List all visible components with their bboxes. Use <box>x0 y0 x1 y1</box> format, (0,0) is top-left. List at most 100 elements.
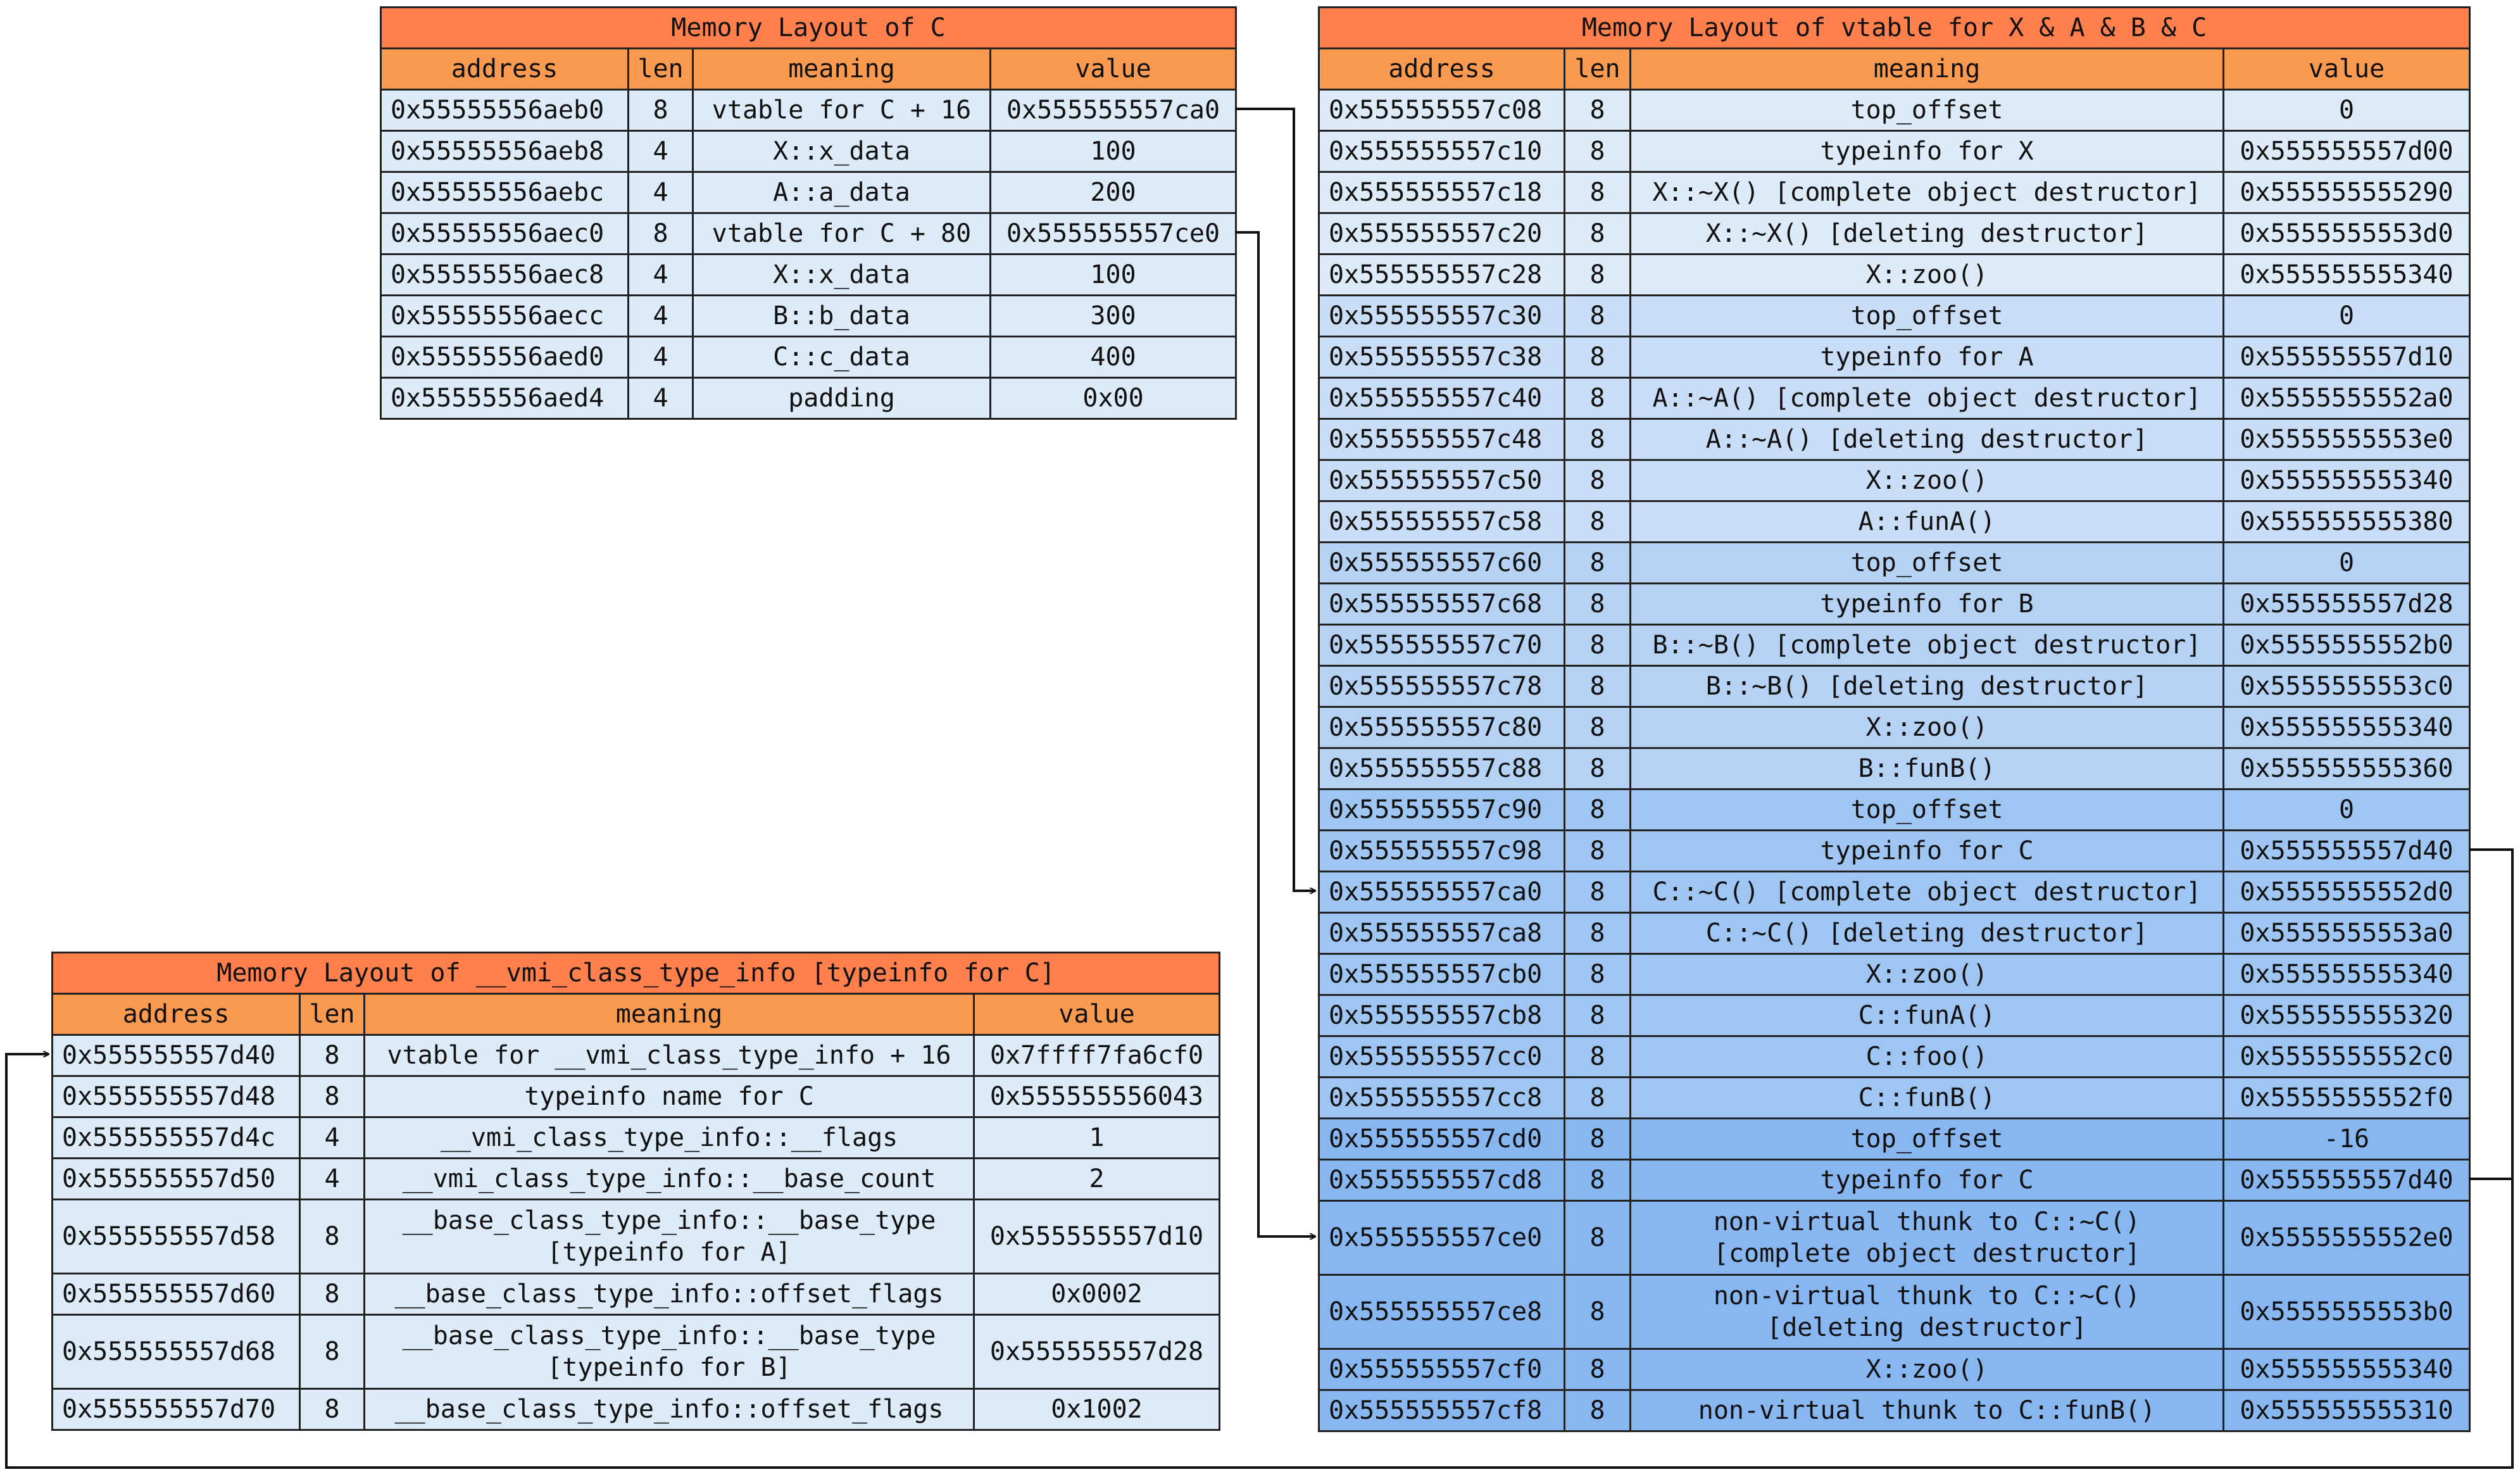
len-cell: 8 <box>627 89 694 132</box>
value-cell: 200 <box>989 171 1238 214</box>
len-cell: 4 <box>627 253 694 296</box>
value-cell: 100 <box>989 253 1238 296</box>
table-row: 0x555555557c90 8 top_offset 0 <box>1318 788 2471 831</box>
meaning-line: C::funB() <box>1858 1083 1996 1112</box>
address-cell: 0x555555557ce8 <box>1318 1274 1565 1350</box>
address-cell: 0x555555557c20 <box>1318 212 1565 255</box>
header-row: address len meaning value <box>1318 47 2471 91</box>
meaning-cell: top_offset <box>1629 89 2224 132</box>
meaning-line: X::zoo() <box>1865 260 1988 289</box>
meaning-line: __vmi_class_type_info::__base_count <box>402 1164 936 1193</box>
address-cell: 0x555555557c80 <box>1318 706 1565 749</box>
table-row: 0x555555557c78 8 B::~B() [deleting destruc… <box>1318 665 2471 708</box>
value-cell: 0x555555557d10 <box>972 1198 1221 1274</box>
meaning-cell: __vmi_class_type_info::__base_count <box>363 1157 975 1200</box>
meaning-line: A::funA() <box>1858 507 1996 536</box>
len-cell: 8 <box>299 1273 365 1316</box>
meaning-line: C::funA() <box>1858 1001 1996 1030</box>
table-row: 0x555555557ce8 8 non-virtual thunk to C::~… <box>1318 1274 2471 1350</box>
meaning-cell: padding <box>692 377 991 420</box>
address-cell: 0x555555557ce0 <box>1318 1200 1565 1276</box>
meaning-line: X::~X() [complete object destructor] <box>1652 178 2202 207</box>
column-header-meaning: meaning <box>1629 47 2224 91</box>
len-cell: 8 <box>1564 377 1631 420</box>
column-header-len: len <box>299 993 365 1036</box>
address-cell: 0x555555557c98 <box>1318 829 1565 872</box>
table-row: 0x555555557cc8 8 C::funB() 0x5555555552f0 <box>1318 1076 2471 1119</box>
table-row: 0x555555557c28 8 X::zoo() 0x555555555340 <box>1318 253 2471 296</box>
address-cell: 0x555555557cf0 <box>1318 1348 1565 1391</box>
len-cell: 8 <box>299 1034 365 1077</box>
column-header-value: value <box>972 993 1221 1036</box>
len-cell: 4 <box>299 1116 365 1159</box>
value-cell: 0 <box>2222 788 2471 831</box>
table-row: 0x555555557d70 8 __base_class_type_info::o… <box>51 1388 1221 1431</box>
meaning-cell: X::x_data <box>692 253 991 296</box>
table-row: 0x555555557c68 8 typeinfo for B 0x555555557… <box>1318 582 2471 626</box>
address-cell: 0x55555556aec8 <box>380 253 629 296</box>
address-cell: 0x555555557cc0 <box>1318 1035 1565 1078</box>
table-row: 0x555555557c70 8 B::~B() [complete object … <box>1318 624 2471 667</box>
column-header-value: value <box>989 47 1238 91</box>
meaning-line: X::zoo() <box>1865 960 1988 989</box>
meaning-line: typeinfo for B <box>1820 589 2034 619</box>
table-row: 0x555555557cd0 8 top_offset -16 <box>1318 1117 2471 1161</box>
column-header-address: address <box>51 993 301 1036</box>
address-cell: 0x555555557c70 <box>1318 624 1565 667</box>
meaning-cell: C::~C() [deleting destructor] <box>1629 912 2224 955</box>
len-cell: 4 <box>627 336 694 379</box>
table-row: 0x555555557cd8 8 typeinfo for C 0x555555557… <box>1318 1159 2471 1202</box>
value-cell: 0x5555555552a0 <box>2222 377 2471 420</box>
len-cell: 8 <box>1564 500 1631 543</box>
table-row: 0x555555557c18 8 X::~X() [complete object … <box>1318 171 2471 214</box>
address-cell: 0x555555557c88 <box>1318 747 1565 790</box>
meaning-cell: typeinfo for C <box>1629 829 2224 872</box>
len-cell: 8 <box>1564 336 1631 379</box>
value-cell: 2 <box>972 1157 1221 1200</box>
len-cell: 8 <box>1564 253 1631 296</box>
table-title: Memory Layout of C <box>379 6 1238 49</box>
len-cell: 8 <box>1564 130 1631 173</box>
title-row: Memory Layout of vtable for X & A & B & … <box>1318 6 2471 49</box>
value-cell: 0x5555555553e0 <box>2222 418 2471 461</box>
meaning-line: A::~A() [complete object destructor] <box>1652 384 2202 413</box>
table-title: Memory Layout of vtable for X & A & B & … <box>1318 6 2471 49</box>
meaning-cell: top_offset <box>1629 294 2224 337</box>
meaning-cell: vtable for C + 16 <box>692 89 991 132</box>
table-row: 0x555555557d4c 4 __vmi_class_type_info::__… <box>51 1116 1221 1159</box>
meaning-cell: vtable for __vmi_class_type_info + 16 <box>363 1034 975 1077</box>
len-cell: 8 <box>1564 706 1631 749</box>
meaning-cell: vtable for C + 80 <box>692 212 991 255</box>
len-cell: 8 <box>1564 1389 1631 1432</box>
value-cell: 0x00 <box>989 377 1238 420</box>
meaning-line: B::~B() [deleting destructor] <box>1705 672 2148 701</box>
value-cell: 0x555555556043 <box>972 1075 1221 1118</box>
address-cell: 0x55555556aed0 <box>380 336 629 379</box>
meaning-cell: B::~B() [deleting destructor] <box>1629 665 2224 708</box>
value-cell: 0x555555555360 <box>2222 747 2471 790</box>
value-cell: 0x555555557d28 <box>2222 582 2471 626</box>
table-row: 0x555555557cb0 8 X::zoo() 0x555555555340 <box>1318 953 2471 996</box>
meaning-cell: X::zoo() <box>1629 1348 2224 1391</box>
meaning-line: X::zoo() <box>1865 1355 1988 1384</box>
meaning-line: C::~C() [complete object destructor] <box>1652 878 2202 907</box>
value-cell: 0x555555555340 <box>2222 953 2471 996</box>
table-row: 0x55555556aed0 4 C::c_data 400 <box>380 336 1238 379</box>
table-row: 0x555555557cc0 8 C::foo() 0x5555555552c0 <box>1318 1035 2471 1078</box>
address-cell: 0x555555557cb0 <box>1318 953 1565 996</box>
len-cell: 4 <box>627 130 694 173</box>
table-row: 0x555555557ca8 8 C::~C() [deleting destruc… <box>1318 912 2471 955</box>
arrow-typeinfo-c-link-a <box>2469 848 2514 1180</box>
meaning-line: top_offset <box>1850 301 2003 330</box>
meaning-line: typeinfo for A <box>1820 343 2034 372</box>
arrow-vptr-to-vtable-c-80 <box>1235 231 1315 1236</box>
address-cell: 0x555555557c40 <box>1318 377 1565 420</box>
len-cell: 8 <box>1564 582 1631 626</box>
address-cell: 0x555555557c50 <box>1318 459 1565 502</box>
table-row: 0x555555557c40 8 A::~A() [complete object … <box>1318 377 2471 420</box>
address-cell: 0x55555556aed4 <box>380 377 629 420</box>
arrow-vptr-to-vtable-c <box>1235 108 1315 891</box>
meaning-cell: B::b_data <box>692 294 991 337</box>
address-cell: 0x55555556aeb8 <box>380 130 629 173</box>
meaning-line: [typeinfo for B] <box>547 1353 791 1382</box>
